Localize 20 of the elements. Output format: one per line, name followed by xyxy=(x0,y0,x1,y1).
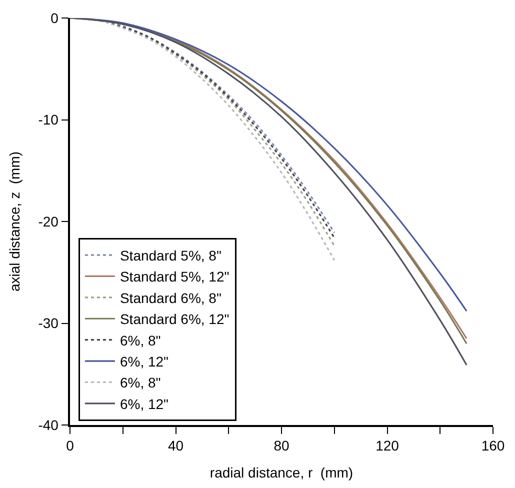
x-axis-title: radial distance, r (mm) xyxy=(210,464,354,480)
x-tick-label: 120 xyxy=(376,438,400,454)
x-tick-label: 160 xyxy=(481,438,505,454)
legend-label: Standard 6%, 8" xyxy=(120,290,222,306)
x-tick-label: 0 xyxy=(66,438,74,454)
legend-label: 6%, 12" xyxy=(120,353,169,370)
legend-label: 6%, 12" xyxy=(120,396,169,412)
x-tick-label: 40 xyxy=(168,438,184,454)
legend-label: Standard 5%, 8" xyxy=(120,247,222,264)
y-tick-label: 0 xyxy=(50,10,59,26)
legend-label: Standard 6%, 12" xyxy=(120,311,230,328)
legend-label: Standard 5%, 12" xyxy=(120,268,230,285)
legend-label: 6%, 8" xyxy=(120,374,161,391)
x-tick-label: 80 xyxy=(274,438,290,454)
legend-label: 6%, 8" xyxy=(120,332,161,348)
y-axis-title: axial distance, z (mm) xyxy=(6,151,22,292)
y-tick-label: -10 xyxy=(38,112,59,128)
y-tick-label: -20 xyxy=(38,213,59,230)
y-tick-label: -40 xyxy=(38,416,59,433)
y-tick-label: -30 xyxy=(38,315,59,332)
